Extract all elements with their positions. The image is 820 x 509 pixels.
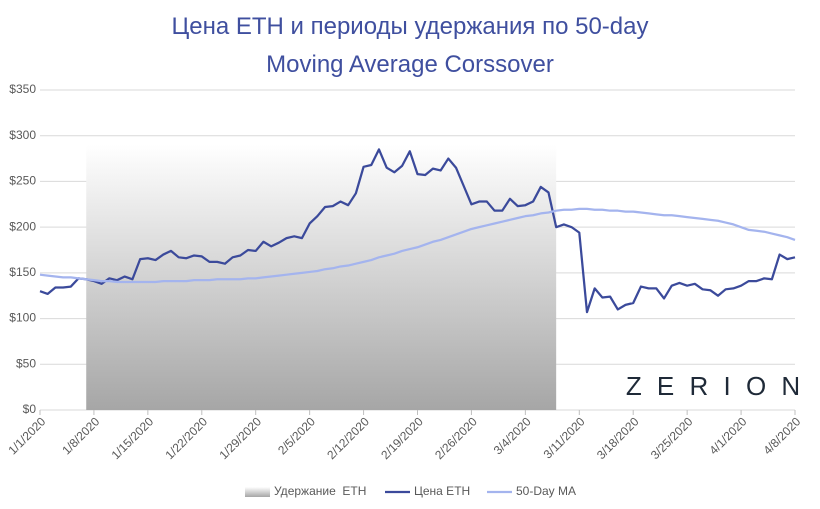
legend-label: Удержание ETH [274, 484, 366, 498]
y-tick-label: $150 [9, 265, 36, 279]
legend-swatch [245, 487, 270, 497]
x-tick-label: 1/8/2020 [59, 414, 102, 457]
x-tick-label: 3/18/2020 [594, 414, 642, 462]
y-tick-label: $350 [9, 82, 36, 96]
x-tick-label: 2/19/2020 [378, 414, 426, 462]
x-tick-label: 1/1/2020 [5, 414, 48, 457]
x-tick-label: 3/4/2020 [491, 414, 534, 457]
x-tick-label: 2/26/2020 [432, 414, 480, 462]
series-line [39, 207, 796, 284]
y-tick-label: $300 [9, 128, 36, 142]
x-tick-label: 2/12/2020 [324, 414, 372, 462]
series-line [39, 148, 796, 314]
x-tick-label: 1/15/2020 [109, 414, 157, 462]
legend-label: 50-Day MA [516, 484, 576, 498]
x-tick-label: 3/11/2020 [541, 414, 588, 461]
y-tick-label: $250 [9, 174, 36, 188]
x-tick-label: 2/5/2020 [275, 414, 318, 457]
x-tick-label: 1/29/2020 [216, 414, 264, 462]
x-tick-label: 1/22/2020 [162, 414, 210, 462]
y-tick-label: $200 [9, 219, 36, 233]
x-tick-label: 3/25/2020 [648, 414, 696, 462]
y-tick-label: $100 [9, 311, 36, 325]
y-tick-label: $0 [23, 402, 37, 416]
legend-label: Цена ETH [414, 484, 470, 498]
hold-area [86, 144, 557, 410]
x-tick-label: 4/1/2020 [707, 414, 750, 457]
chart-title: Цена ETH и периоды удержания по 50-day M… [171, 13, 649, 78]
y-tick-label: $50 [16, 356, 36, 370]
x-tick-label: 4/8/2020 [760, 414, 803, 457]
watermark: Z E R I O N [626, 371, 804, 401]
